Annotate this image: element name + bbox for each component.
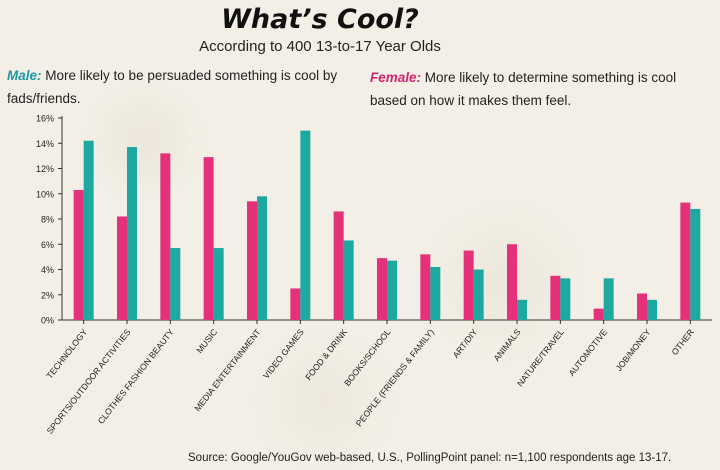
- bar-male-9: [430, 266, 441, 320]
- x-tick-label: ART/DIY: [451, 327, 480, 360]
- bar-female-6: [290, 288, 301, 320]
- bar-female-3: [160, 153, 171, 320]
- x-tick-label: PEOPLE (FRIENDS & FAMILY): [354, 327, 436, 428]
- bar-female-12: [550, 275, 561, 320]
- bar-female-7: [333, 211, 344, 320]
- x-tick-label: SPORTS/OUTDOOR ACTIVITIES: [45, 327, 133, 436]
- bar-male-3: [170, 248, 181, 320]
- bar-male-14: [647, 299, 657, 320]
- y-tick-label: 0%: [41, 316, 54, 326]
- bar-female-2: [117, 216, 127, 320]
- bar-male-5: [257, 196, 267, 320]
- x-tick-label: BOOKS/SCHOOL: [342, 327, 393, 388]
- chart-title: What’s Cool?: [221, 4, 419, 35]
- x-tick-label: ANIMALS: [491, 327, 522, 363]
- y-tick-label: 8%: [41, 215, 54, 225]
- bar-female-14: [637, 293, 647, 320]
- y-tick-label: 6%: [41, 240, 54, 250]
- bar-female-13: [593, 308, 604, 320]
- bar-male-4: [213, 248, 224, 320]
- bar-male-13: [603, 278, 614, 320]
- bar-female-5: [247, 201, 257, 320]
- bar-male-1: [83, 140, 94, 320]
- y-tick-label: 12%: [36, 164, 54, 174]
- bar-male-2: [127, 147, 137, 320]
- bar-female-8: [377, 258, 387, 320]
- x-tick-label: FOOD & DRINK: [303, 327, 349, 382]
- y-tick-label: 10%: [36, 189, 54, 199]
- female-note: Female: More likely to determine somethi…: [370, 66, 715, 112]
- bar-male-6: [300, 130, 311, 320]
- bar-female-4: [203, 157, 214, 320]
- x-tick-label: CLOTHES FASHION BEAUTY: [96, 327, 176, 426]
- source-note: Source: Google/YouGov web-based, U.S., P…: [188, 452, 672, 464]
- male-note: Male: More likely to be persuaded someth…: [7, 64, 367, 110]
- x-tick-label: VIDEO GAMES: [261, 327, 306, 381]
- bar-female-1: [73, 189, 84, 320]
- bar-male-7: [343, 240, 354, 320]
- male-text: More likely to be persuaded something is…: [7, 68, 338, 106]
- bar-male-15: [690, 208, 701, 320]
- bar-female-10: [463, 250, 474, 320]
- male-label: Male:: [7, 68, 42, 83]
- bar-female-11: [507, 244, 517, 320]
- bar-male-12: [560, 278, 571, 320]
- bar-male-10: [473, 269, 484, 320]
- female-label: Female:: [370, 70, 422, 85]
- bar-male-11: [517, 299, 527, 320]
- chart-subtitle: According to 400 13-to-17 Year Olds: [199, 38, 441, 55]
- bar-male-8: [387, 260, 397, 320]
- x-tick-label: NATURE/TRAVEL: [515, 327, 566, 388]
- x-tick-label: AUTOMOTIVE: [566, 327, 609, 378]
- x-tick-label: JOB/MONEY: [614, 327, 653, 373]
- x-tick-label: MUSIC: [194, 327, 219, 355]
- female-text: More likely to determine something is co…: [370, 70, 677, 108]
- y-tick-label: 2%: [41, 290, 54, 300]
- y-tick-label: 14%: [36, 139, 54, 149]
- x-tick-label: TECHNOLOGY: [44, 327, 89, 381]
- x-tick-label: OTHER: [670, 327, 696, 357]
- y-tick-label: 4%: [41, 265, 54, 275]
- y-tick-label: 16%: [36, 114, 54, 124]
- bar-female-15: [680, 202, 691, 320]
- bar-female-9: [420, 254, 431, 320]
